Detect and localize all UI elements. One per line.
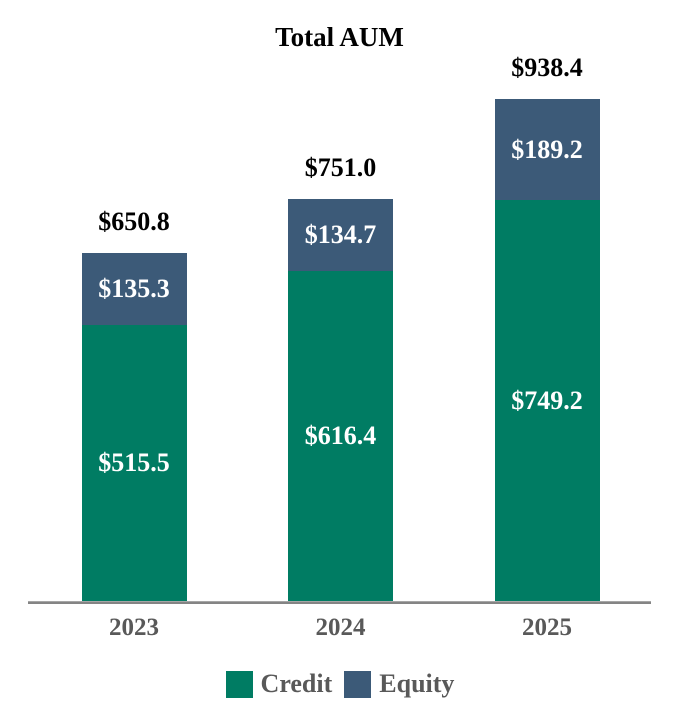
segment-value-label: $134.7 [304,220,377,250]
chart-title: Total AUM [275,22,404,52]
total-value-label: $751.0 [304,153,377,183]
segment-value-label: $616.4 [304,421,377,451]
legend-label-equity: Equity [379,669,455,698]
x-axis-label-2024: 2024 [315,614,366,641]
bar-segment-credit-2024: $616.4 [288,271,393,601]
bar-segment-equity-2023: $135.3 [81,253,187,326]
x-axis-line [28,601,651,604]
x-axis-label-2025: 2025 [522,614,572,641]
bar-segment-equity-2024: $134.7 [288,199,393,272]
bar-segment-equity-2025: $189.2 [494,99,600,201]
legend-swatch-credit [225,670,253,698]
total-value-label: $938.4 [511,53,583,83]
legend-swatch-equity [344,670,372,698]
legend-item-equity: Equity [344,670,454,698]
x-axis-label-2023: 2023 [109,614,159,641]
segment-value-label: $515.5 [98,448,170,478]
bar-segment-credit-2025: $749.2 [494,200,600,601]
segment-value-label: $135.3 [98,274,170,304]
total-value-label: $650.8 [98,207,170,237]
bar-segment-credit-2023: $515.5 [81,325,187,601]
legend-label-credit: Credit [260,669,333,698]
segment-value-label: $189.2 [511,134,583,164]
segment-value-label: $749.2 [511,385,583,415]
legend-item-credit: Credit [225,669,333,698]
legend: Credit Equity [0,670,680,698]
